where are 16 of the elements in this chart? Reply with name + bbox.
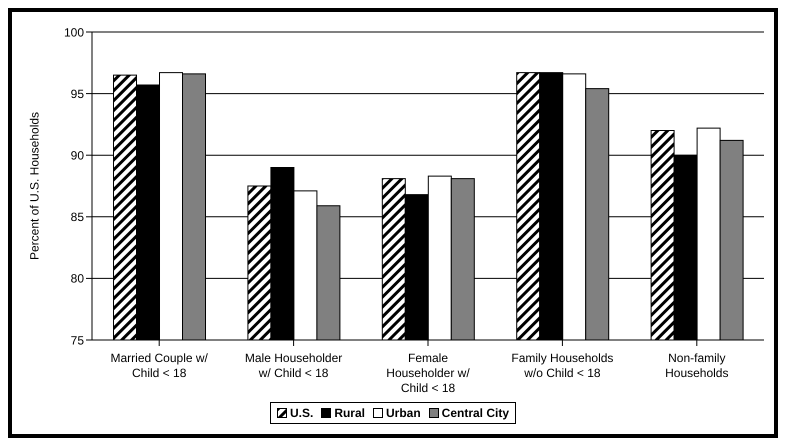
x-tick-label: Married Couple w/ Child < 18	[110, 351, 209, 380]
y-axis-title: Percent of U.S. Households	[27, 112, 42, 260]
legend-label: U.S.	[288, 406, 314, 420]
legend-label: Urban	[385, 406, 421, 420]
legend-label: Central City	[440, 406, 510, 420]
y-tick-label: 85	[70, 210, 84, 224]
x-tick-label: Family Households w/o Child < 18	[511, 351, 614, 380]
x-tick-label: Female Householder w/ Child < 18	[386, 351, 470, 395]
legend-label: Rural	[333, 406, 365, 420]
y-tick-label: 80	[70, 272, 84, 286]
y-tick-label: 90	[70, 148, 84, 162]
y-tick-label: 95	[70, 86, 84, 101]
y-tick-label: 100	[64, 25, 84, 40]
x-tick-label: Male Householder w/ Child < 18	[244, 351, 342, 380]
y-tick-label: 75	[70, 333, 84, 348]
x-tick-label: Non-family Households	[665, 351, 728, 380]
